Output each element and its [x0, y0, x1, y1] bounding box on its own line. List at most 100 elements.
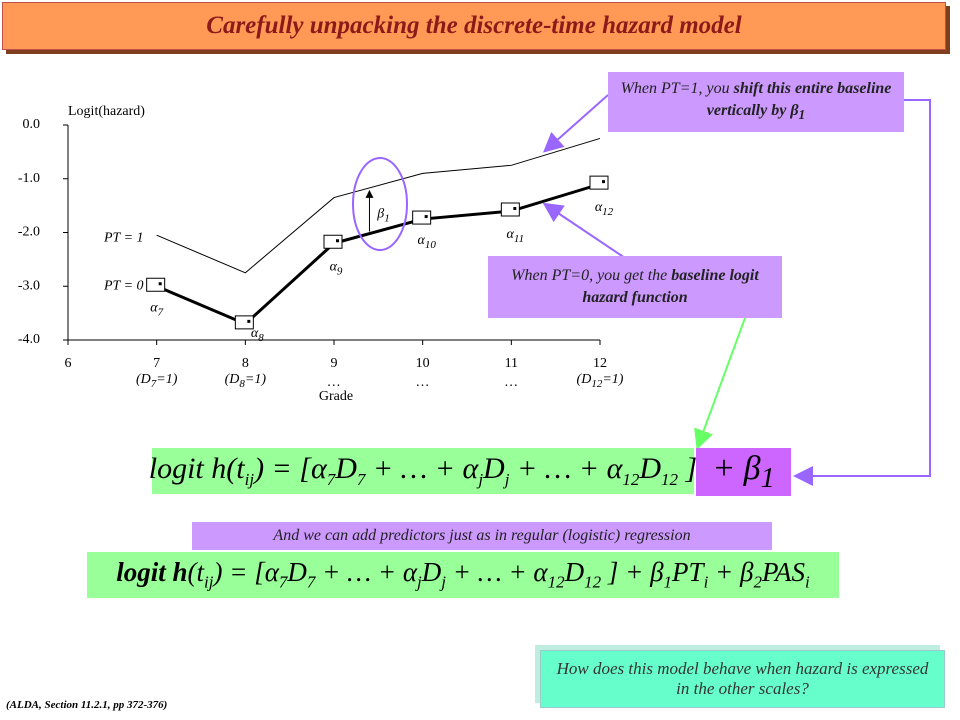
equation-term: + β1 — [696, 448, 791, 496]
text-segment: + β — [708, 557, 754, 588]
y-tick-label: -4.0 — [18, 332, 40, 347]
subscript: j — [441, 572, 446, 592]
text-run: When PT=0, you get the baseline logit ha… — [498, 265, 772, 309]
point-icon — [146, 277, 166, 292]
text-segment: D — [639, 452, 662, 485]
note-bar: And we can add predictors just as in reg… — [192, 522, 772, 550]
text-segment: + β — [712, 449, 761, 487]
x-tick-label: 9 — [331, 356, 338, 371]
series-label: PT = 0 — [103, 278, 144, 293]
text-segment: When PT=0, you get the — [511, 267, 672, 284]
point-label: α11 — [507, 227, 525, 244]
text-segment: ] + β — [601, 557, 664, 588]
text-segment: ) = [α — [254, 452, 327, 485]
subscript: 12 — [584, 572, 602, 592]
title: Carefully unpacking the discrete-time ha… — [2, 2, 946, 50]
subscript: 9 — [337, 265, 343, 277]
point-label: α9 — [330, 259, 343, 276]
text-segment: … — [328, 375, 340, 390]
text-segment: shift this entire baseline vertically by… — [706, 79, 892, 119]
point-label: α7 — [150, 300, 163, 317]
text-segment: ) = [α — [213, 557, 279, 588]
point-icon — [589, 175, 609, 190]
text-segment: + … + α — [509, 452, 623, 485]
subscript: i — [804, 572, 810, 592]
text-segment: (D — [225, 372, 240, 387]
text-run: + β1 — [712, 450, 775, 495]
subscript: ij — [244, 470, 255, 489]
x-tick-label: 8 — [242, 356, 249, 371]
y-tick-label: -2.0 — [18, 225, 40, 240]
text-segment: α — [330, 259, 338, 274]
x-axis-title: Grade — [319, 389, 353, 404]
point-icon-dot — [513, 207, 517, 210]
subscript: 1 — [760, 462, 775, 494]
subscript: 10 — [425, 239, 437, 251]
text-segment: + … + α — [365, 452, 479, 485]
point-label: α12 — [595, 200, 614, 217]
x-note: (D8=1) — [225, 372, 267, 389]
subscript: j — [417, 572, 422, 592]
highlight — [352, 157, 408, 251]
x-note: (D7=1) — [136, 372, 178, 389]
x-tick-label: 10 — [416, 356, 430, 371]
subscript: 12 — [661, 470, 679, 489]
subscript: 7 — [326, 470, 336, 489]
text-segment: α — [417, 233, 425, 248]
subscript: 1 — [798, 107, 806, 123]
subscript: 8 — [258, 331, 264, 343]
plot: Logit(hazard) Grade 0.0 -1.0 -2.0 -3.0 -4.0 6 7 8… — [18, 104, 624, 404]
point-icon-dot — [247, 319, 251, 323]
arrow — [543, 94, 609, 153]
text-segment: α — [150, 300, 158, 315]
y-axis-title: Logit(hazard) — [68, 104, 145, 119]
text-segment: + … + α — [315, 557, 418, 588]
text-segment: D — [287, 557, 307, 588]
text-segment: D — [421, 557, 442, 588]
text-segment: ] — [678, 452, 698, 485]
text-segment: + … + α — [445, 557, 548, 588]
text-segment: α — [251, 326, 259, 341]
text-segment: D — [335, 452, 357, 485]
x-tick-label: 11 — [505, 356, 518, 371]
subscript: 1 — [384, 212, 390, 224]
text-segment: D — [483, 452, 505, 485]
text-run: When PT=1, you shift this entire baselin… — [618, 78, 894, 126]
subscript: 12 — [547, 572, 565, 592]
text-segment: D — [564, 557, 585, 588]
text-segment: α — [507, 227, 515, 242]
y-tick-label: 0.0 — [23, 117, 41, 132]
point-icon-dot — [424, 215, 428, 219]
subscript: 7 — [306, 572, 316, 592]
equation: logit h(tij) = [α7D7 + … + αjDj + … + α1… — [87, 552, 839, 598]
connector — [793, 99, 931, 486]
subscript: 12 — [591, 378, 603, 390]
callout: When PT=0, you get the baseline logit ha… — [488, 256, 782, 318]
text-segment: (D — [577, 372, 592, 387]
point-icon-dot — [158, 282, 162, 286]
point-icon — [412, 210, 432, 225]
subscript: 7 — [158, 306, 164, 318]
subscript: 8 — [239, 378, 245, 390]
point-icon — [323, 234, 343, 249]
y-tick-label: -1.0 — [18, 171, 40, 186]
x-note: … — [328, 375, 340, 390]
line — [156, 137, 601, 274]
arrow — [542, 202, 626, 259]
x-note: … — [505, 375, 517, 390]
text-segment: α — [595, 200, 603, 215]
series-label: PT = 1 — [103, 230, 144, 245]
text-segment: =1) — [602, 372, 623, 387]
line — [156, 182, 601, 326]
y-tick-label: -3.0 — [18, 278, 40, 293]
x-tick-label: 12 — [593, 356, 607, 371]
arrow — [694, 317, 746, 450]
point-icon — [234, 315, 254, 330]
point-label: α8 — [251, 326, 264, 343]
x-tick-label: 6 — [65, 356, 72, 371]
x-tick-label: 7 — [153, 356, 160, 371]
text-segment: logit h — [116, 557, 188, 588]
equation: logit h(tij) = [α7D7 + … + αjDj + … + α1… — [149, 448, 698, 494]
